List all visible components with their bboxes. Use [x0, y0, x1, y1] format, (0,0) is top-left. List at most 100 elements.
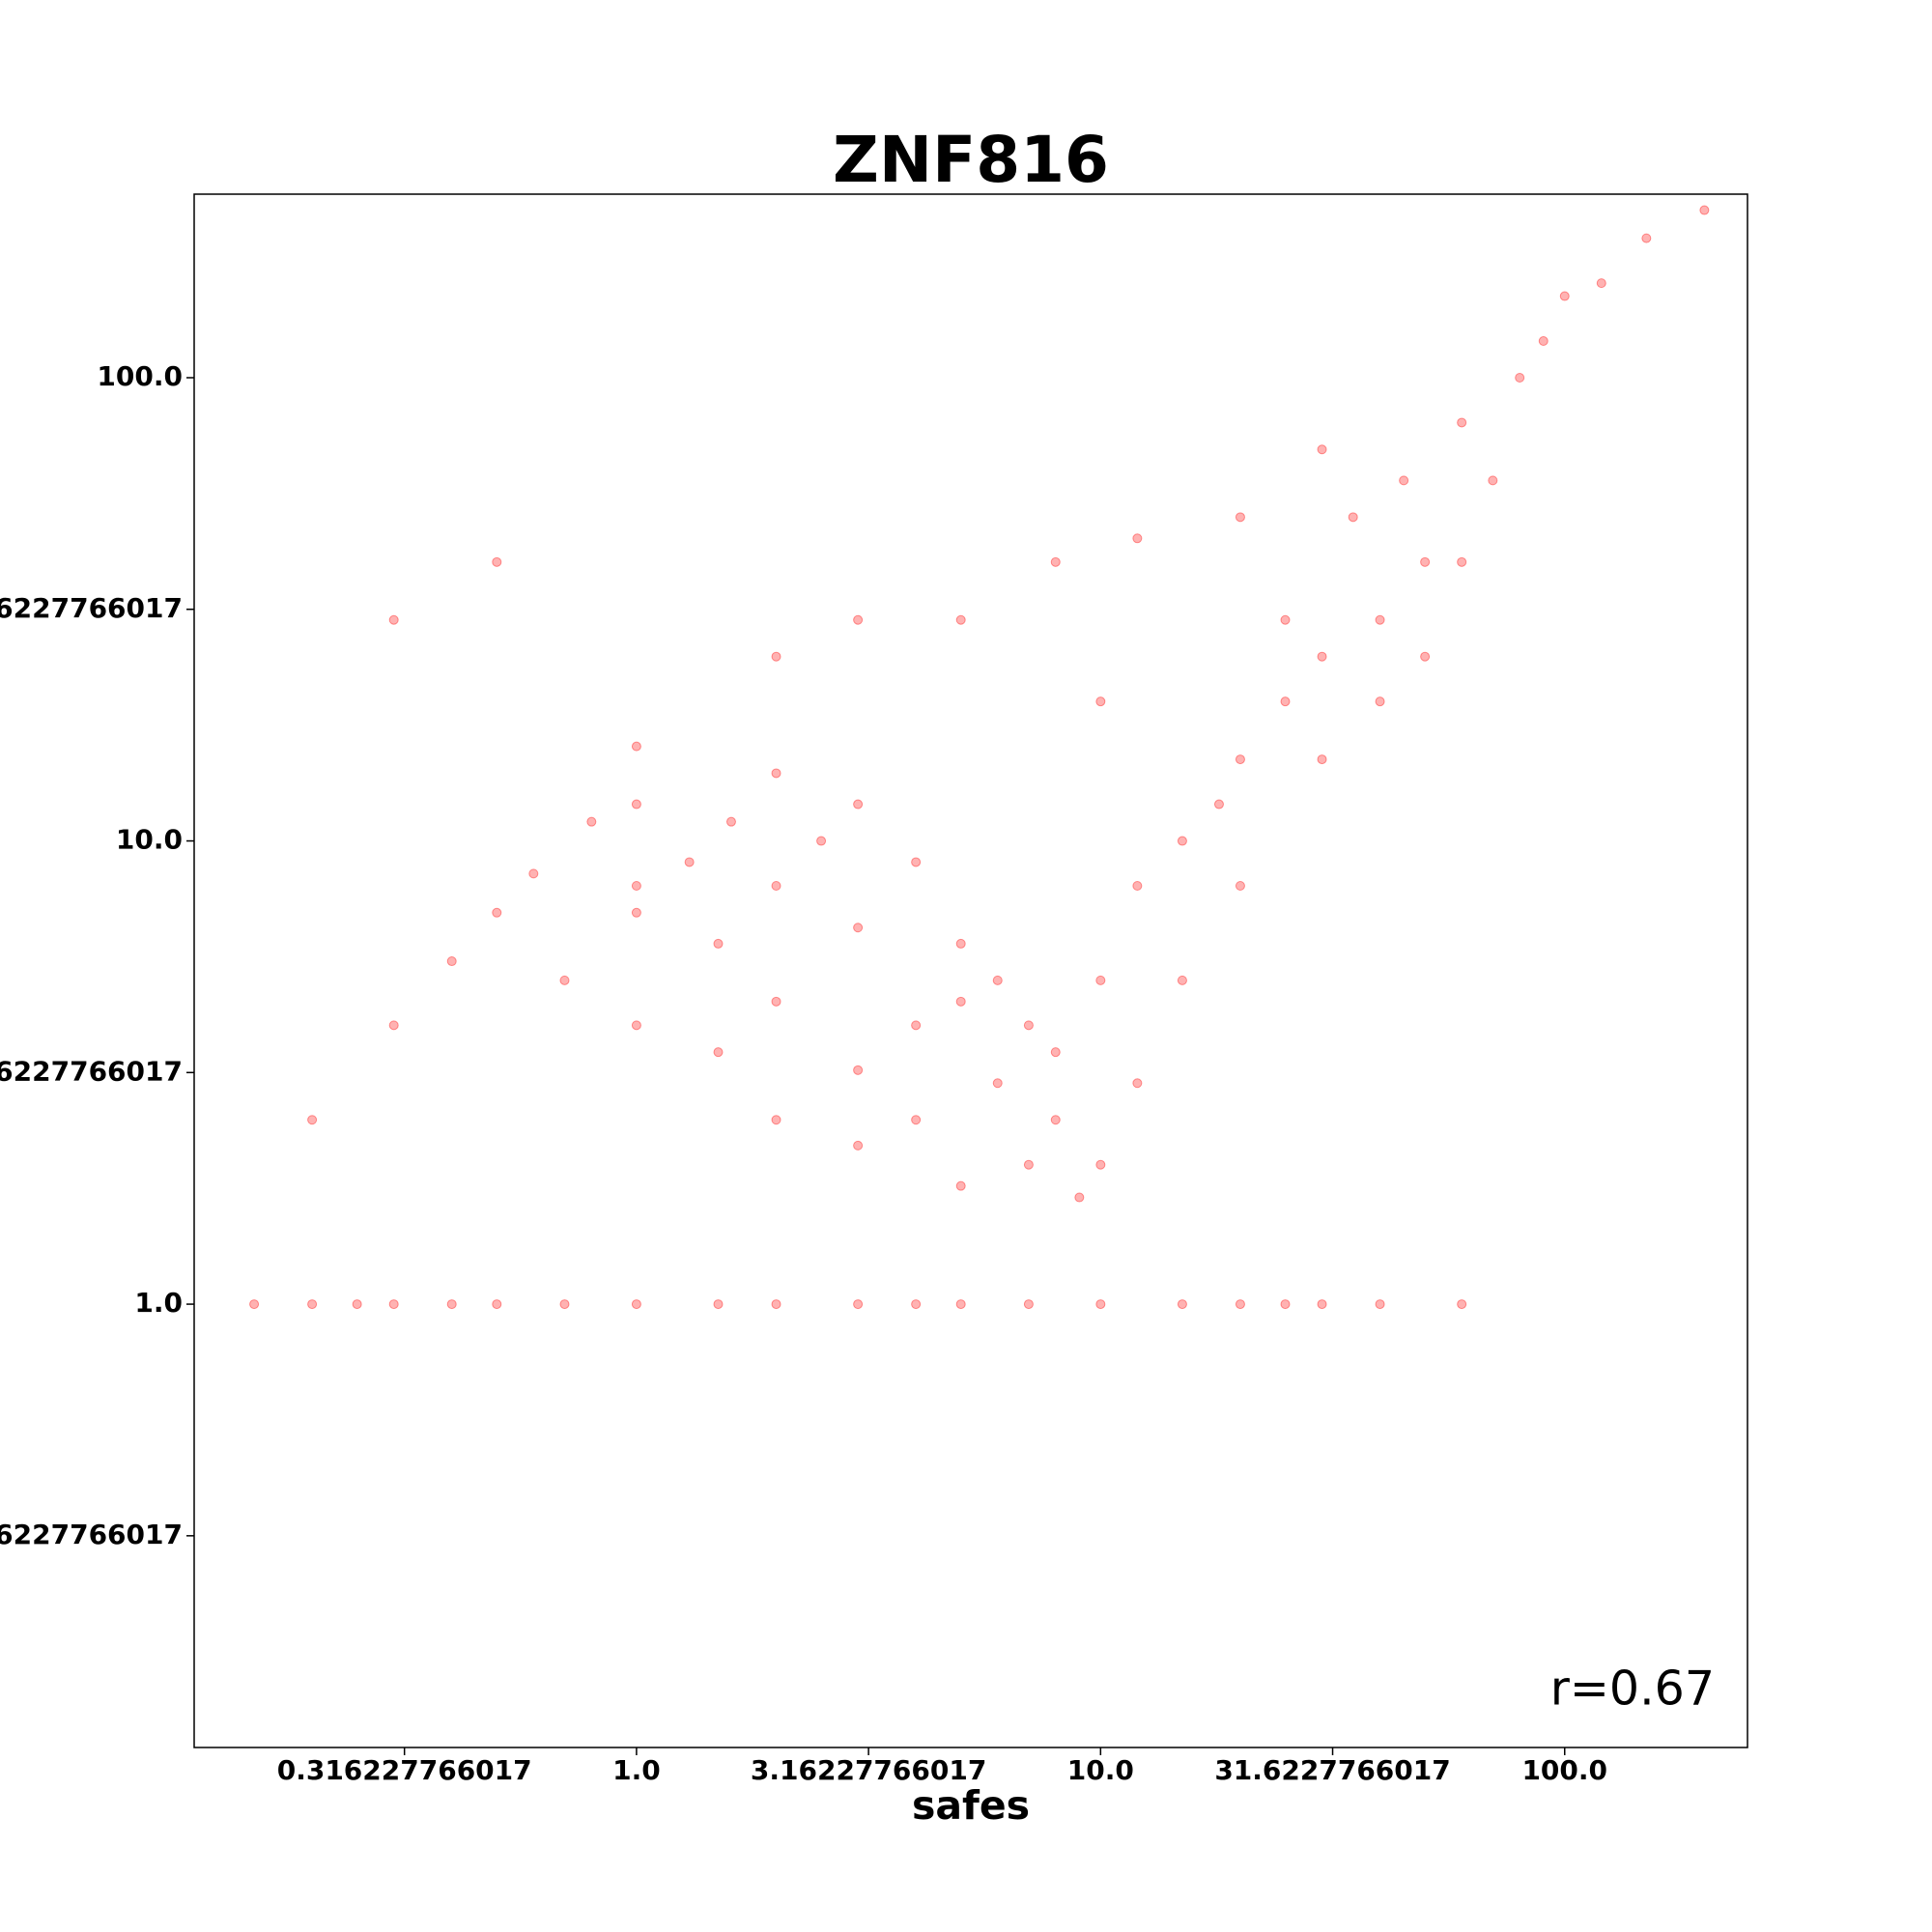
x-tick-label: 0.316227766017	[277, 1754, 532, 1786]
point	[1213, 799, 1224, 810]
point	[631, 907, 641, 918]
point	[352, 1299, 362, 1310]
x-tick-label: 100.0	[1521, 1754, 1607, 1786]
point	[771, 881, 781, 892]
point	[713, 1299, 724, 1310]
point	[1095, 1299, 1106, 1310]
x-tick-label: 3.16227766017	[751, 1754, 986, 1786]
point	[911, 857, 922, 867]
point	[388, 1020, 399, 1031]
point	[771, 768, 781, 779]
point	[586, 816, 597, 827]
x-axis-label: safes	[912, 1782, 1030, 1829]
point	[771, 996, 781, 1007]
point	[631, 799, 641, 810]
point	[853, 1140, 864, 1151]
point	[446, 956, 457, 967]
point	[992, 1078, 1003, 1089]
point	[1050, 556, 1061, 567]
point	[1095, 696, 1106, 707]
point	[307, 1115, 318, 1125]
annotation: r=0.67	[1550, 1662, 1715, 1717]
point	[1177, 975, 1187, 985]
point	[1375, 1299, 1385, 1310]
point	[1317, 1299, 1327, 1310]
point	[1399, 475, 1409, 486]
point	[1095, 1159, 1106, 1170]
point	[307, 1299, 318, 1310]
point	[1132, 533, 1143, 544]
point	[1559, 291, 1570, 301]
point	[725, 816, 736, 827]
point	[1641, 233, 1652, 243]
point	[1375, 614, 1385, 625]
point	[1132, 881, 1143, 892]
point	[1050, 1047, 1061, 1058]
point	[1095, 975, 1106, 985]
point	[853, 1065, 864, 1075]
point	[1235, 881, 1245, 892]
point	[1420, 556, 1431, 567]
point	[1375, 696, 1385, 707]
y-tick-label: 1.0	[134, 1287, 183, 1319]
point	[1280, 696, 1291, 707]
point	[249, 1299, 260, 1310]
point	[1074, 1192, 1085, 1203]
point	[713, 1047, 724, 1058]
point	[911, 1020, 922, 1031]
point	[492, 556, 502, 567]
point	[528, 868, 539, 879]
point	[1348, 512, 1358, 523]
point	[1023, 1299, 1034, 1310]
point	[631, 881, 641, 892]
x-tick-label: 31.6227766017	[1214, 1754, 1450, 1786]
point	[1023, 1020, 1034, 1031]
point	[1457, 556, 1467, 567]
point	[1050, 1115, 1061, 1125]
chart-title: ZNF816	[833, 123, 1109, 197]
point	[388, 614, 399, 625]
point	[388, 1299, 399, 1310]
point	[559, 975, 570, 985]
point	[771, 1299, 781, 1310]
point	[1488, 475, 1498, 486]
point	[816, 836, 827, 846]
point	[853, 799, 864, 810]
point	[955, 1180, 966, 1191]
point	[955, 614, 966, 625]
point	[955, 996, 966, 1007]
point	[955, 1299, 966, 1310]
plot-frame	[193, 193, 1748, 1748]
point	[631, 1020, 641, 1031]
y-tick-label: 10.0	[116, 824, 183, 856]
point	[631, 1299, 641, 1310]
point	[1235, 1299, 1245, 1310]
point	[911, 1299, 922, 1310]
point	[492, 1299, 502, 1310]
point	[559, 1299, 570, 1310]
point	[1177, 1299, 1187, 1310]
point	[1596, 278, 1606, 289]
point	[853, 614, 864, 625]
y-tick-label: 0.316227766017	[0, 1519, 183, 1550]
point	[1538, 336, 1548, 347]
point	[992, 975, 1003, 985]
point	[446, 1299, 457, 1310]
point	[1280, 614, 1291, 625]
point	[1515, 372, 1525, 383]
y-tick-label: 100.0	[97, 360, 183, 392]
point	[492, 907, 502, 918]
point	[684, 857, 695, 867]
y-tick-label: 3.16227766017	[0, 1055, 183, 1087]
point	[771, 1115, 781, 1125]
point	[771, 651, 781, 662]
point	[1235, 754, 1245, 765]
point	[1280, 1299, 1291, 1310]
point	[1420, 651, 1431, 662]
point	[1235, 512, 1245, 523]
point	[853, 1299, 864, 1310]
point	[955, 938, 966, 949]
point	[1699, 205, 1710, 215]
point	[1317, 651, 1327, 662]
point	[1317, 754, 1327, 765]
